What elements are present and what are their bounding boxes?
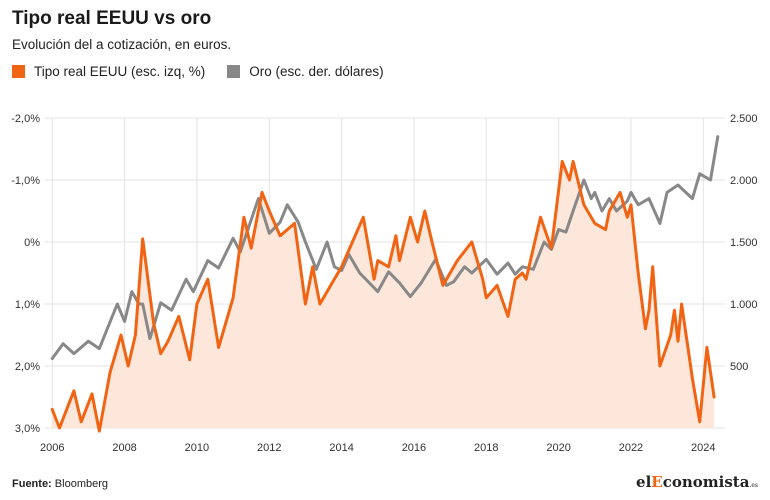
legend-swatch-orange [12,65,25,78]
source-value: Bloomberg [54,478,108,490]
y-right-tick-label: 500 [730,361,748,373]
chart-subtitle: Evolución del a cotización, en euros. [12,37,232,52]
legend-label-gray: Oro (esc. der. dólares) [249,64,384,79]
y-left-tick-label: 2,0% [15,361,40,373]
y-left-tick-label: -1,0% [11,175,40,187]
legend-label-orange: Tipo real EEUU (esc. izq, %) [34,64,206,79]
series-line-1 [50,135,720,361]
legend-item-orange: Tipo real EEUU (esc. izq, %) [12,64,205,79]
y-left-tick-label: 3,0% [15,423,40,435]
source-label: Fuente: [12,478,52,490]
x-tick-label: 2016 [402,442,426,454]
legend: Tipo real EEUU (esc. izq, %) Oro (esc. d… [12,64,406,79]
series-line-0 [50,159,716,433]
y-left-tick-label: 0% [24,237,40,249]
y-right-tick-label: 1.000 [730,299,758,311]
chart-title: Tipo real EEUU vs oro [12,8,212,29]
y-right-tick-label: 1.500 [730,237,758,249]
x-tick-label: 2020 [546,442,570,454]
x-tick-label: 2022 [619,442,643,454]
y-left-tick-label: 1,0% [15,299,40,311]
legend-item-gray: Oro (esc. der. dólares) [227,64,384,79]
series-area-0 [52,161,715,432]
y-right-tick-label: 2.000 [730,175,758,187]
x-tick-label: 2006 [40,442,64,454]
x-tick-label: 2014 [329,442,353,454]
x-tick-label: 2024 [691,442,715,454]
y-right-tick-label: 2.500 [730,113,758,125]
x-tick-label: 2012 [257,442,281,454]
source-note: Fuente: Bloomberg [12,478,108,490]
x-tick-label: 2010 [185,442,209,454]
legend-swatch-gray [227,65,241,78]
publisher-logo: elEconomista.es [636,473,758,491]
y-left-tick-label: -2,0% [11,113,40,125]
x-tick-label: 2018 [474,442,498,454]
x-tick-label: 2008 [112,442,136,454]
